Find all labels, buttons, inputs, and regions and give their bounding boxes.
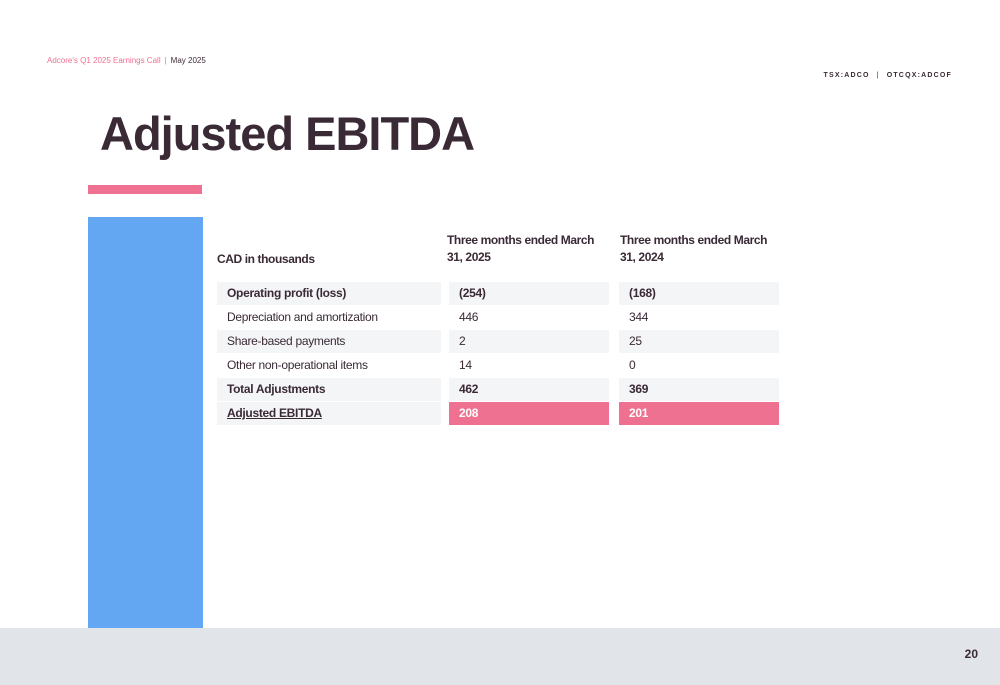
unit-label: CAD in thousands — [217, 252, 315, 266]
value-2025: 446 — [449, 306, 609, 329]
row-label: Other non-operational items — [217, 354, 441, 377]
table-row: Share-based payments 2 25 — [217, 330, 782, 354]
call-title: Adcore's Q1 2025 Earnings Call — [47, 56, 161, 65]
table-row: Other non-operational items 14 0 — [217, 354, 782, 378]
value-2025: (254) — [449, 282, 609, 305]
side-decoration-bar — [88, 217, 203, 628]
row-label: Total Adjustments — [217, 378, 441, 401]
ticker-separator: | — [876, 72, 880, 79]
table-row: Total Adjustments 462 369 — [217, 378, 782, 402]
table-header: CAD in thousands Three months ended Marc… — [217, 230, 782, 270]
ticker-symbols: TSX:ADCO | OTCQX:ADCOF — [824, 72, 953, 79]
slide-title: Adjusted EBITDA — [100, 107, 475, 160]
value-2025: 2 — [449, 330, 609, 353]
value-2024: 201 — [619, 402, 779, 425]
value-2024: 25 — [619, 330, 779, 353]
row-label: Depreciation and amortization — [217, 306, 441, 329]
table-row-total: Adjusted EBITDA 208 201 — [217, 402, 782, 426]
table-row: Depreciation and amortization 446 344 — [217, 306, 782, 330]
ticker-otc: OTCQX:ADCOF — [886, 72, 952, 79]
row-label: Adjusted EBITDA — [217, 402, 441, 425]
title-accent-bar — [88, 185, 202, 194]
footer-bar: 20 — [0, 628, 1000, 685]
call-date: May 2025 — [170, 56, 206, 65]
column-header-2024: Three months ended March 31, 2024 — [620, 233, 768, 264]
value-2024: 369 — [619, 378, 779, 401]
header-separator: | — [164, 56, 167, 65]
row-label: Share-based payments — [217, 330, 441, 353]
value-2025: 208 — [449, 402, 609, 425]
ticker-tsx: TSX:ADCO — [823, 72, 870, 79]
row-label: Operating profit (loss) — [217, 282, 441, 305]
value-2024: 0 — [619, 354, 779, 377]
value-2025: 14 — [449, 354, 609, 377]
column-header-2025: Three months ended March 31, 2025 — [447, 233, 595, 264]
page-number: 20 — [964, 647, 978, 661]
value-2024: (168) — [619, 282, 779, 305]
value-2025: 462 — [449, 378, 609, 401]
value-2024: 344 — [619, 306, 779, 329]
table-row: Operating profit (loss) (254) (168) — [217, 282, 782, 306]
call-header: Adcore's Q1 2025 Earnings Call | May 2025 — [47, 56, 206, 65]
ebitda-table: CAD in thousands Three months ended Marc… — [217, 230, 782, 426]
